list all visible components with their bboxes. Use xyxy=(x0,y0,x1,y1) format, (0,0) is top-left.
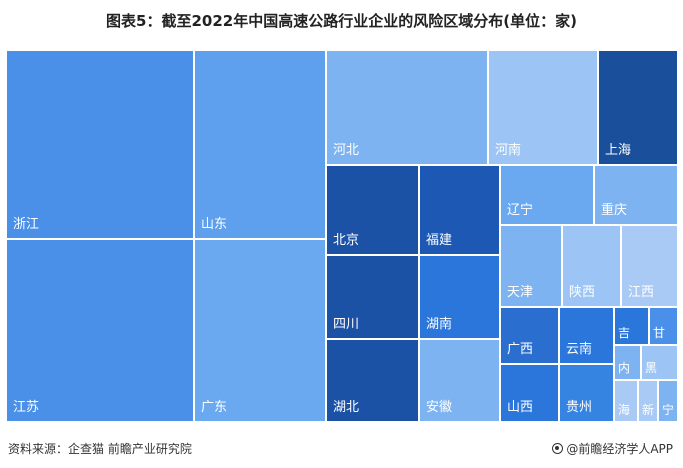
treemap-cell: 江西 xyxy=(621,225,678,307)
treemap-cell: 四川 xyxy=(326,255,419,339)
treemap-cell: 福建 xyxy=(419,165,500,255)
brand-logo-icon xyxy=(552,443,564,454)
treemap-cell-label: 广西 xyxy=(507,342,534,357)
treemap-cell-label: 天津 xyxy=(507,285,534,300)
treemap-cell-label: 陕西 xyxy=(569,285,596,300)
treemap-cell: 陕西 xyxy=(562,225,621,307)
treemap-cell: 内 xyxy=(614,345,641,380)
treemap-cell-label: 浙江 xyxy=(13,217,40,232)
treemap-cell: 天津 xyxy=(500,225,562,307)
treemap-cell-label: 湖北 xyxy=(333,400,360,415)
treemap-cell-label: 黑 xyxy=(645,361,658,375)
treemap-cell: 山东 xyxy=(194,50,326,239)
treemap-cell: 湖南 xyxy=(419,255,500,339)
treemap-cell: 重庆 xyxy=(594,165,678,225)
brand-text: @前瞻经济学人APP xyxy=(566,442,673,456)
treemap-cell-label: 吉 xyxy=(618,326,631,340)
treemap-cell: 新 xyxy=(638,380,658,422)
brand-credit: @前瞻经济学人APP xyxy=(552,440,673,457)
treemap-cell: 贵州 xyxy=(559,364,614,422)
treemap-cell-label: 广东 xyxy=(201,400,228,415)
chart-title: 图表5：截至2022年中国高速公路行业企业的风险区域分布(单位：家) xyxy=(106,12,577,30)
treemap-cell: 河南 xyxy=(488,50,598,165)
treemap-cell-label: 四川 xyxy=(333,317,360,332)
treemap-cell: 云南 xyxy=(559,307,614,364)
treemap-chart: 浙江江苏 山东广东 河北 河南 上海北京 福建四川 湖南湖北 安徽 辽宁 重庆天津 陕西 江西广西 云南… xyxy=(6,50,678,422)
treemap-cell-label: 内 xyxy=(618,361,631,375)
treemap-cell: 甘 xyxy=(649,307,678,345)
treemap-cell: 宁 xyxy=(658,380,678,422)
source-note: 资料来源：企查猫 前瞻产业研究院 xyxy=(8,442,192,456)
treemap-cell: 广西 xyxy=(500,307,559,364)
treemap-cell: 吉 xyxy=(614,307,649,345)
treemap-cell-label: 辽宁 xyxy=(507,203,534,218)
treemap-cell: 山西 xyxy=(500,364,559,422)
treemap-cell: 河北 xyxy=(326,50,488,165)
treemap-cell-label: 重庆 xyxy=(601,203,628,218)
treemap-cell: 浙江 xyxy=(6,50,194,239)
treemap-cell-label: 上海 xyxy=(605,143,632,158)
treemap-cell-label: 海 xyxy=(618,403,631,417)
treemap-cell-label: 宁 xyxy=(662,403,675,417)
treemap-cell-label: 山东 xyxy=(201,217,228,232)
treemap-cell: 海 xyxy=(614,380,638,422)
treemap-cell-label: 河北 xyxy=(333,143,360,158)
treemap-cell-label: 北京 xyxy=(333,233,360,248)
treemap-cell-label: 贵州 xyxy=(566,400,593,415)
treemap-cell-label: 甘 xyxy=(653,326,666,340)
treemap-cell: 江苏 xyxy=(6,239,194,422)
treemap-cell: 上海 xyxy=(598,50,678,165)
treemap-cell: 广东 xyxy=(194,239,326,422)
treemap-cell: 黑 xyxy=(641,345,678,380)
treemap-cell-label: 福建 xyxy=(426,233,453,248)
treemap-cell: 辽宁 xyxy=(500,165,594,225)
treemap-cell: 北京 xyxy=(326,165,419,255)
treemap-cell-label: 安徽 xyxy=(426,400,453,415)
treemap-cell-label: 江苏 xyxy=(13,400,40,415)
treemap-cell-label: 云南 xyxy=(566,342,593,357)
treemap-cell-label: 江西 xyxy=(628,285,655,300)
treemap-cell-label: 新 xyxy=(642,403,655,417)
treemap-cell-label: 湖南 xyxy=(426,317,453,332)
treemap-cell: 湖北 xyxy=(326,339,419,422)
treemap-cell-label: 山西 xyxy=(507,400,534,415)
treemap-cell-label: 河南 xyxy=(495,143,522,158)
treemap-cell: 安徽 xyxy=(419,339,500,422)
